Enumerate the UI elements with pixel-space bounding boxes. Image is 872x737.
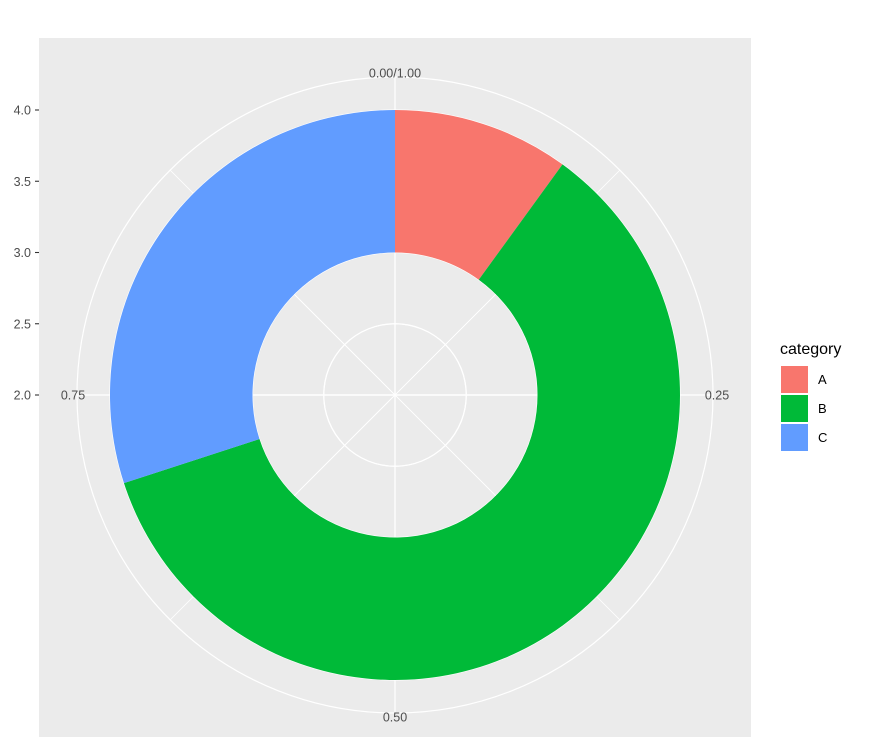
theta-tick-label: 0.50 [383,711,407,725]
grid-spoke [394,394,497,497]
slices [109,110,680,680]
legend-key-B [781,395,808,422]
y-tick-label: 3.0 [14,246,31,260]
theta-tick-label: 0.25 [705,389,729,403]
radial-axis: 2.0 2.5 3.0 3.5 4.0 [14,104,39,403]
slice-B [123,164,680,680]
grid-spoke [293,293,396,396]
grid-spoke [293,394,396,497]
y-tick-label: 2.5 [14,317,31,331]
y-tick-label: 2.0 [14,389,31,403]
legend-label-A: A [818,372,827,387]
slice-C [109,110,395,484]
inner-grid [252,252,538,538]
theta-tick-label: 0.00/1.00 [369,67,421,81]
legend-label-B: B [818,401,827,416]
legend-title: category [780,341,841,358]
theta-tick-label: 0.75 [61,389,85,403]
legend-label-C: C [818,430,827,445]
grid-spoke [394,293,497,396]
legend-key-A [781,366,808,393]
legend: category ABC [780,341,841,451]
theta-axis: 0.00/1.00 0.25 0.50 0.75 [61,67,729,725]
slice-A [395,110,563,280]
y-tick-label: 3.5 [14,175,31,189]
y-tick-label: 4.0 [14,104,31,118]
legend-key-C [781,424,808,451]
